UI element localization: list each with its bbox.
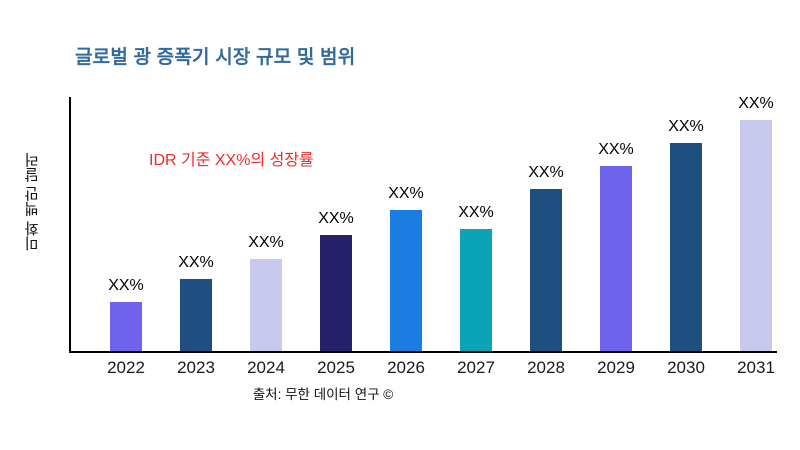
bar-value-label: XX% xyxy=(668,118,704,135)
x-axis-tick-label: 2031 xyxy=(737,358,775,377)
bar-value-label: XX% xyxy=(528,164,564,181)
bar-2028 xyxy=(530,189,562,351)
bar-2022 xyxy=(110,302,142,351)
bar-value-label: XX% xyxy=(248,234,284,251)
bar-value-label: XX% xyxy=(458,204,494,221)
bar-2023 xyxy=(180,279,212,351)
x-axis-tick-label: 2029 xyxy=(597,358,635,377)
x-axis-tick-label: 2023 xyxy=(177,358,215,377)
bar-2024 xyxy=(250,259,282,351)
x-axis-line xyxy=(69,351,777,353)
bar-2027 xyxy=(460,229,492,351)
bar-value-label: XX% xyxy=(108,277,144,294)
bar-value-label: XX% xyxy=(178,254,214,271)
x-axis-tick-label: 2025 xyxy=(317,358,355,377)
y-axis-line xyxy=(69,97,71,353)
x-axis-tick-label: 2022 xyxy=(107,358,145,377)
y-axis-title: 미화 백만 달러 xyxy=(24,152,41,252)
source-caption: 출처: 무한 데이터 연구 © xyxy=(252,387,394,402)
chart-title: 글로벌 광 증폭기 시장 규모 및 범위 xyxy=(75,47,356,68)
x-axis-tick-label: 2027 xyxy=(457,358,495,377)
x-axis-tick-label: 2028 xyxy=(527,358,565,377)
bar-value-label: XX% xyxy=(598,141,634,158)
bar-value-label: XX% xyxy=(318,210,354,227)
x-axis-tick-label: 2024 xyxy=(247,358,285,377)
bar-2026 xyxy=(390,210,422,351)
growth-annotation: IDR 기준 XX%의 성장률 xyxy=(149,152,314,169)
x-axis-tick-label: 2026 xyxy=(387,358,425,377)
bar-2031 xyxy=(740,120,772,351)
bar-value-label: XX% xyxy=(388,185,424,202)
bar-2030 xyxy=(670,143,702,351)
bar-2029 xyxy=(600,166,632,351)
bar-2025 xyxy=(320,235,352,351)
x-axis-tick-label: 2030 xyxy=(667,358,705,377)
bar-value-label: XX% xyxy=(738,95,774,112)
